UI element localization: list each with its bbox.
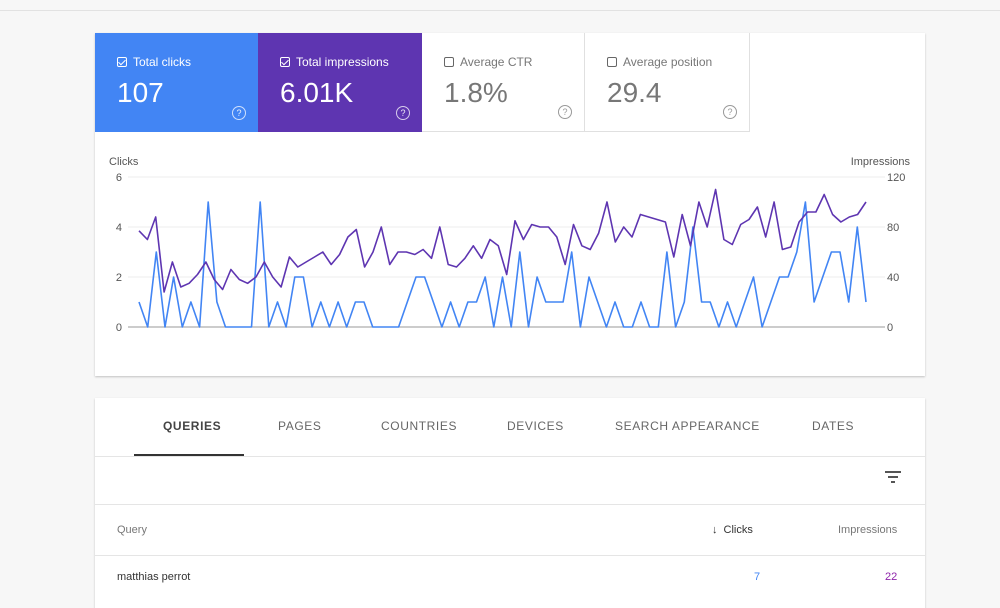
left-axis-title: Clicks xyxy=(109,156,139,168)
help-icon[interactable]: ? xyxy=(232,106,246,120)
top-divider xyxy=(0,10,1000,11)
average-ctr-metric[interactable]: Average CTR 1.8% ? xyxy=(422,33,585,132)
average-position-label: Average position xyxy=(623,55,713,69)
help-icon[interactable]: ? xyxy=(396,106,410,120)
right-tick-label: 120 xyxy=(887,172,905,184)
checkbox-checked-icon[interactable] xyxy=(117,57,127,67)
sort-descending-icon: ↓ xyxy=(712,524,718,536)
average-ctr-label: Average CTR xyxy=(460,55,533,69)
filter-list-icon[interactable] xyxy=(880,468,906,486)
average-position-value: 29.4 xyxy=(607,77,662,108)
header-divider xyxy=(95,555,925,556)
checkbox-unchecked-icon[interactable] xyxy=(607,57,617,67)
row-impressions: 22 xyxy=(885,571,898,583)
total-clicks-value: 107 xyxy=(117,77,164,108)
clicks-header-label: Clicks xyxy=(723,524,753,536)
total-impressions-value: 6.01K xyxy=(280,77,354,108)
tab-pages[interactable]: PAGES xyxy=(278,419,322,433)
checkbox-checked-icon[interactable] xyxy=(280,57,290,67)
tabs-divider xyxy=(95,456,925,457)
average-position-metric[interactable]: Average position 29.4 ? xyxy=(585,33,750,132)
average-ctr-value: 1.8% xyxy=(444,77,508,108)
total-impressions-metric[interactable]: Total impressions 6.01K ? xyxy=(258,33,422,132)
active-tab-indicator xyxy=(134,454,244,456)
checkbox-unchecked-icon[interactable] xyxy=(444,57,454,67)
tab-devices[interactable]: DEVICES xyxy=(507,419,564,433)
help-icon[interactable]: ? xyxy=(723,105,737,119)
right-tick-label: 40 xyxy=(887,272,899,284)
row-query: matthias perrot xyxy=(117,571,191,583)
dimension-table-card: QUERIES PAGES COUNTRIES DEVICES SEARCH A… xyxy=(95,398,925,608)
tab-countries[interactable]: COUNTRIES xyxy=(381,419,458,433)
query-column-header[interactable]: Query xyxy=(117,524,147,536)
tab-search-appearance[interactable]: SEARCH APPEARANCE xyxy=(615,419,760,433)
toolbar-divider xyxy=(95,504,925,505)
tab-queries[interactable]: QUERIES xyxy=(163,419,222,433)
average-ctr-label-row: Average CTR xyxy=(444,55,532,69)
performance-chart-card: Total clicks 107 ? Total impressions 6.0… xyxy=(95,33,925,376)
left-tick-label: 6 xyxy=(116,172,122,184)
right-tick-label: 0 xyxy=(887,322,893,334)
average-position-label-row: Average position xyxy=(607,55,712,69)
total-clicks-label: Total clicks xyxy=(133,55,192,69)
total-clicks-label-row: Total clicks xyxy=(117,55,191,69)
row-clicks: 7 xyxy=(754,571,761,583)
help-icon[interactable]: ? xyxy=(558,105,572,119)
right-tick-label: 80 xyxy=(887,222,899,234)
impressions-series-line xyxy=(138,188,867,293)
clicks-series-line xyxy=(138,201,867,328)
tab-dates[interactable]: DATES xyxy=(812,419,855,433)
left-tick-label: 2 xyxy=(116,272,122,284)
total-clicks-metric[interactable]: Total clicks 107 ? xyxy=(95,33,258,132)
total-impressions-label-row: Total impressions xyxy=(280,55,389,69)
left-tick-label: 4 xyxy=(116,222,122,234)
clicks-column-header[interactable]: ↓ Clicks xyxy=(712,524,753,536)
total-impressions-label: Total impressions xyxy=(296,55,389,69)
right-axis-title: Impressions xyxy=(851,156,911,168)
impressions-column-header[interactable]: Impressions xyxy=(838,524,898,536)
left-tick-label: 0 xyxy=(116,322,122,334)
performance-line-chart: Clicks Impressions 0 0 2 40 4 80 6 120 xyxy=(109,156,911,334)
